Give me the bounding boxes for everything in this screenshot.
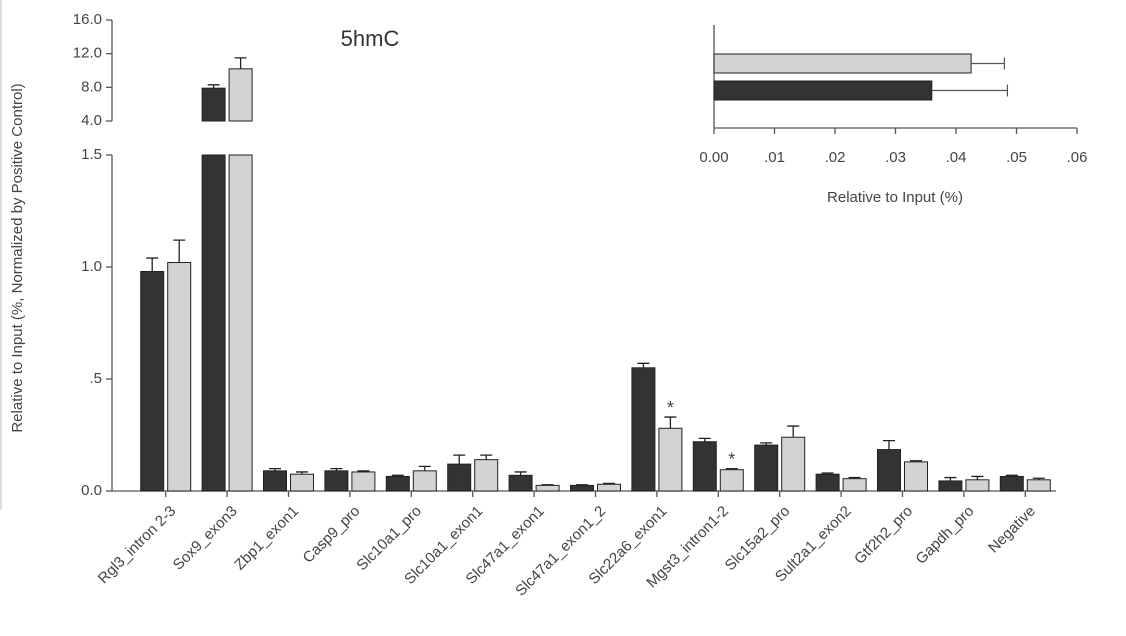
bar xyxy=(938,480,963,492)
bar xyxy=(412,470,437,492)
bar xyxy=(713,53,972,74)
error-bar xyxy=(207,84,220,89)
error-bar xyxy=(725,467,738,470)
error-bar xyxy=(787,425,800,438)
y-axis-label: Relative to Input (%, Normalized by Posi… xyxy=(9,83,26,432)
annotation: * xyxy=(667,398,674,418)
error-bar xyxy=(357,470,370,472)
x-tick-label: Sox9_exon3 xyxy=(170,503,241,574)
error-bar xyxy=(848,476,861,479)
x-tick-label: Rgl3_intron 2-3 xyxy=(95,503,180,588)
y-tick-label: 0.0 xyxy=(81,482,102,499)
bar xyxy=(965,479,990,492)
error-bar xyxy=(698,437,711,442)
x-tick-label: Negative xyxy=(985,503,1039,557)
error-bar xyxy=(637,362,650,368)
bar xyxy=(385,475,410,492)
error-bar xyxy=(296,471,308,475)
error-bar xyxy=(234,57,247,69)
bar xyxy=(904,461,928,492)
x-tick-label: Casp9_pro xyxy=(300,503,364,567)
bar xyxy=(719,469,744,492)
error-bar xyxy=(821,472,834,475)
error-bar xyxy=(1005,474,1018,477)
error-bar xyxy=(173,239,186,263)
y-tick-label: 1.5 xyxy=(81,146,102,163)
x-tick-label: .05 xyxy=(1006,149,1027,166)
x-tick-label: Gtf2h2_pro xyxy=(851,503,916,568)
error-bar xyxy=(514,471,527,476)
error-bar xyxy=(971,475,984,480)
x-tick-label: 0.00 xyxy=(699,149,728,166)
x-tick-label: .06 xyxy=(1067,149,1088,166)
bar xyxy=(999,475,1024,492)
y-tick-label: 16.0 xyxy=(73,11,102,28)
bar xyxy=(570,484,594,492)
error-bar xyxy=(664,416,677,429)
bar-upper xyxy=(228,68,253,122)
bar xyxy=(815,473,840,492)
error-bar xyxy=(910,460,922,462)
x-axis-label: Relative to Input (%) xyxy=(827,189,963,206)
bar xyxy=(658,427,683,492)
x-tick-label: .03 xyxy=(885,149,906,166)
bar xyxy=(290,473,314,492)
chart-title: 5hmC xyxy=(341,26,400,51)
bar xyxy=(508,474,533,492)
bar xyxy=(877,449,901,492)
bar xyxy=(781,436,806,492)
error-bar xyxy=(1032,477,1045,480)
bar xyxy=(324,470,349,492)
bar xyxy=(713,80,933,101)
error-bar xyxy=(418,465,431,471)
x-tick-label: .02 xyxy=(825,149,846,166)
bar xyxy=(263,470,287,492)
error-bar xyxy=(971,57,1005,70)
error-bar xyxy=(146,257,159,272)
x-tick-label: .01 xyxy=(764,149,785,166)
bar xyxy=(474,459,499,492)
bar-upper xyxy=(201,87,226,122)
error-bar xyxy=(944,476,957,481)
y-tick-label: 4.0 xyxy=(81,112,102,129)
error-bar xyxy=(603,482,615,485)
bar xyxy=(447,463,472,492)
bar xyxy=(631,367,656,492)
annotation: * xyxy=(728,449,735,469)
error-bar xyxy=(453,454,466,465)
x-tick-label: Gapdh_pro xyxy=(912,503,977,568)
error-bar xyxy=(760,442,773,446)
bar xyxy=(597,483,621,492)
y-tick-label: 8.0 xyxy=(81,78,102,95)
error-bar xyxy=(480,454,493,460)
bar xyxy=(1026,479,1051,492)
error-bar xyxy=(883,439,895,450)
bar xyxy=(228,154,253,492)
bar xyxy=(692,441,717,492)
x-tick-label: Zbp1_exon1 xyxy=(231,503,302,574)
error-bar xyxy=(391,474,404,477)
error-bar xyxy=(269,467,281,471)
error-bar xyxy=(541,484,554,486)
y-tick-label: .5 xyxy=(89,370,102,387)
error-bar xyxy=(576,484,588,486)
bar xyxy=(351,471,376,492)
bar xyxy=(140,270,165,492)
x-tick-label: .04 xyxy=(946,149,967,166)
y-tick-label: 12.0 xyxy=(73,45,102,62)
bar xyxy=(535,484,560,492)
error-bar xyxy=(330,467,343,471)
bar xyxy=(201,154,226,492)
error-bar xyxy=(931,84,1009,97)
bar xyxy=(167,262,192,492)
bar xyxy=(754,444,779,492)
y-tick-label: 1.0 xyxy=(81,258,102,275)
bar xyxy=(842,478,867,492)
